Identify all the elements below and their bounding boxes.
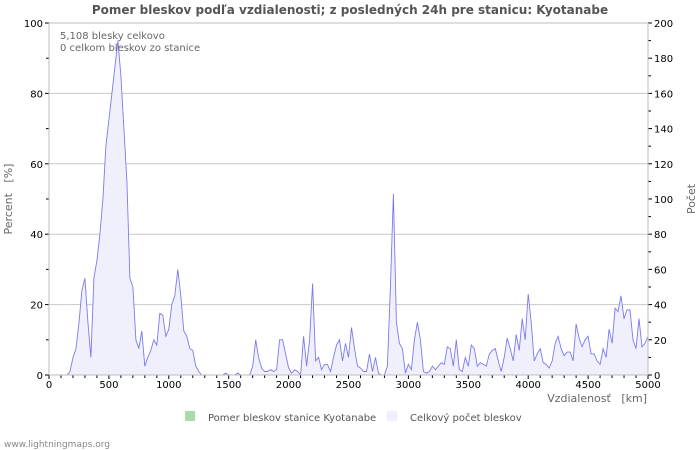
x-tick-label: 1500 bbox=[216, 380, 241, 391]
y-right-tick-label: 160 bbox=[654, 89, 673, 100]
y-right-tick-label: 120 bbox=[654, 160, 673, 171]
series-area bbox=[48, 40, 649, 377]
y-left-tick-label: 100 bbox=[24, 19, 43, 30]
x-tick-label: 0 bbox=[46, 380, 52, 391]
x-tick-label: 2000 bbox=[276, 380, 301, 391]
gridlines bbox=[49, 22, 648, 306]
axes: 0204060801000204060801001201401601802000… bbox=[24, 19, 673, 391]
y-right-tick-label: 100 bbox=[654, 195, 673, 206]
y-right-tick-label: 20 bbox=[654, 336, 667, 347]
x-tick-label: 3000 bbox=[396, 380, 421, 391]
y-left-tick-label: 40 bbox=[30, 230, 43, 241]
y-right-axis-label: Počet bbox=[685, 183, 698, 214]
legend-swatch-station bbox=[185, 411, 195, 421]
x-tick-label: 1000 bbox=[156, 380, 181, 391]
y-right-tick-label: 60 bbox=[654, 265, 667, 276]
y-right-tick-label: 0 bbox=[654, 371, 660, 382]
x-tick-label: 500 bbox=[99, 380, 118, 391]
y-left-tick-label: 0 bbox=[37, 371, 43, 382]
y-right-tick-label: 180 bbox=[654, 54, 673, 65]
legend-label-total: Celkový počet bleskov bbox=[410, 412, 522, 424]
x-tick-label: 2500 bbox=[336, 380, 361, 391]
chart-title: Pomer bleskov podľa vzdialenosti; z posl… bbox=[92, 3, 608, 17]
y-right-tick-label: 80 bbox=[654, 230, 667, 241]
x-tick-label: 4500 bbox=[575, 380, 600, 391]
legend-label-station: Pomer bleskov stanice Kyotanabe bbox=[208, 413, 376, 424]
x-tick-label: 5000 bbox=[635, 380, 660, 391]
footer-link[interactable]: www.lightningmaps.org bbox=[4, 440, 110, 450]
annotation-station: 0 celkom bleskov zo stanice bbox=[60, 43, 200, 54]
total-count-fill bbox=[49, 40, 648, 375]
y-left-tick-label: 80 bbox=[30, 89, 43, 100]
y-left-tick-label: 20 bbox=[30, 301, 43, 312]
annotation-total: 5,108 blesky celkovo bbox=[60, 31, 165, 42]
total-count-line bbox=[49, 40, 649, 377]
x-axis-label: Vzdialenosť [km] bbox=[547, 392, 647, 405]
x-tick-label: 4000 bbox=[515, 380, 540, 391]
y-right-tick-label: 40 bbox=[654, 301, 667, 312]
legend-swatch-total bbox=[387, 411, 397, 421]
legend: Pomer bleskov stanice Kyotanabe Celkový … bbox=[185, 411, 522, 424]
y-left-tick-label: 60 bbox=[30, 160, 43, 171]
x-tick-label: 3500 bbox=[456, 380, 481, 391]
y-right-tick-label: 140 bbox=[654, 125, 673, 136]
y-right-tick-label: 200 bbox=[654, 19, 673, 30]
y-left-axis-label: Percent [%] bbox=[2, 164, 15, 235]
